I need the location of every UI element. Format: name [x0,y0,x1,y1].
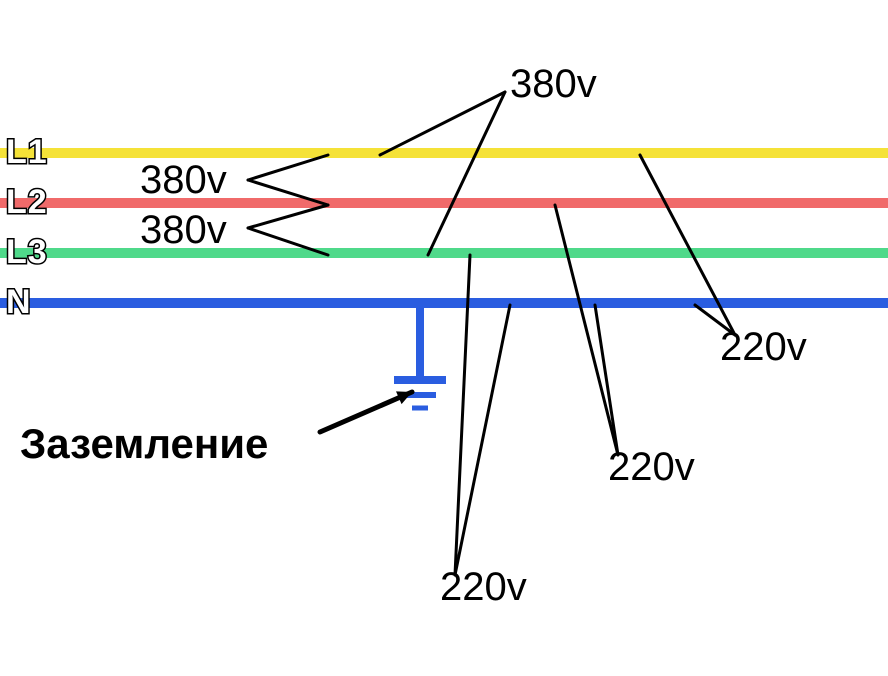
wire-label-l2: L2 [6,183,48,222]
voltage-380-left-1: 380v [140,158,227,203]
wire-label-l1: L1 [6,133,48,172]
ground-label: Заземление [20,420,268,468]
wire-label-l3: L3 [6,233,48,272]
voltage-220-2: 220v [608,445,695,490]
diagram-stage: L1 L2 L3 N 380v 380v 380v 220v 220v 220v… [0,0,888,676]
voltage-380-top: 380v [510,62,597,107]
voltage-380-left-2: 380v [140,208,227,253]
voltage-220-1: 220v [720,325,807,370]
wire-label-n: N [6,283,32,322]
voltage-220-3: 220v [440,565,527,610]
